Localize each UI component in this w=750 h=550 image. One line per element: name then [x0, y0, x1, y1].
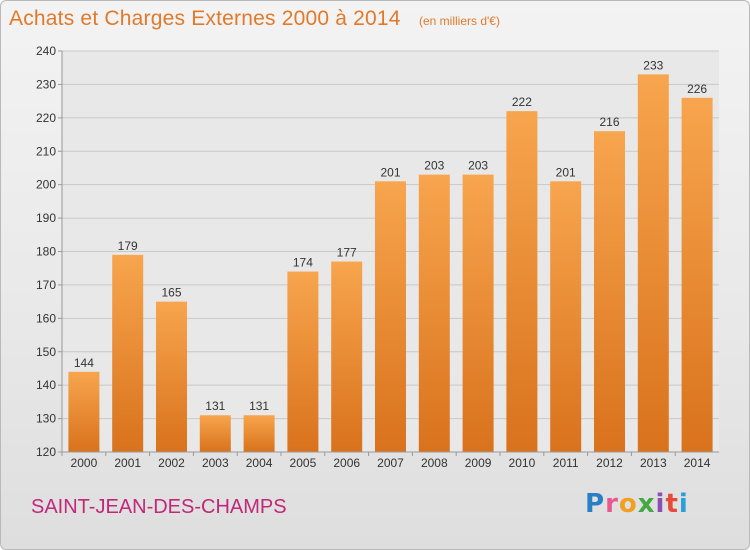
bar-value-label: 203	[424, 159, 444, 173]
bar-2004	[243, 415, 275, 452]
logo-letter: i	[655, 489, 666, 519]
bar-value-label: 177	[337, 246, 357, 260]
x-tick-label: 2009	[465, 456, 492, 470]
bar-value-label: 233	[643, 58, 663, 72]
x-tick-label: 2004	[246, 456, 273, 470]
bar-value-label: 179	[118, 239, 138, 253]
bar-value-label: 174	[293, 256, 313, 270]
x-tick-label: 2001	[114, 456, 141, 470]
y-tick-label: 130	[36, 412, 56, 426]
y-tick-label: 180	[36, 245, 56, 259]
bar-2005	[287, 271, 319, 452]
bar-2002	[156, 301, 187, 452]
x-tick-label: 2000	[71, 456, 98, 470]
bar-2006	[331, 261, 363, 452]
logo-letter: t	[665, 489, 679, 519]
bar-value-label: 131	[249, 399, 269, 413]
y-tick-label: 220	[36, 111, 56, 125]
y-tick-label: 120	[36, 445, 56, 459]
bar-2008	[418, 174, 450, 452]
y-tick-label: 140	[36, 378, 56, 392]
x-tick-label: 2005	[290, 456, 317, 470]
y-tick-label: 150	[36, 345, 56, 359]
bar-2014	[681, 97, 713, 453]
bar-2000	[68, 371, 100, 452]
proxiti-logo: Proxiti	[585, 489, 689, 519]
x-axis: 2000 2001 2002 2003 2004 2005 2006 2007 2008 2009…	[61, 452, 711, 470]
bars: 144 179 165 131 131 174 177 201 203 203 222 201 216 2…	[68, 58, 713, 453]
bar-2001	[112, 254, 144, 452]
bar-2013	[637, 74, 669, 453]
x-tick-label: 2007	[377, 456, 404, 470]
y-tick-label: 230	[36, 77, 56, 91]
y-tick-label: 170	[36, 278, 56, 292]
bar-2010	[506, 111, 538, 453]
y-tick-label: 210	[36, 144, 56, 158]
y-axis: 120 130 140 150 160 170 180 190 200 210 220 230 240	[36, 44, 62, 459]
bar-value-label: 201	[556, 165, 576, 179]
x-tick-label: 2014	[684, 456, 711, 470]
logo-letter: P	[585, 489, 606, 519]
commune-name: SAINT-JEAN-DES-CHAMPS	[31, 496, 287, 518]
bar-value-label: 226	[687, 82, 707, 96]
y-tick-label: 190	[36, 211, 56, 225]
x-tick-label: 2008	[421, 456, 448, 470]
logo-letter: o	[618, 489, 638, 519]
x-tick-label: 2013	[640, 456, 667, 470]
x-tick-label: 2006	[333, 456, 360, 470]
bar-value-label: 144	[74, 356, 94, 370]
chart-subtitle: (en milliers d'€)	[419, 14, 500, 28]
bar-value-label: 216	[599, 115, 619, 129]
x-tick-label: 2011	[553, 456, 579, 470]
bar-2009	[462, 174, 494, 452]
logo-letter: x	[637, 489, 656, 519]
bar-2007	[375, 181, 406, 452]
bar-value-label: 222	[512, 95, 532, 109]
y-tick-label: 200	[36, 178, 56, 192]
x-tick-label: 2012	[596, 456, 623, 470]
chart-title: Achats et Charges Externes 2000 à 2014	[9, 7, 401, 30]
logo-letter: r	[605, 489, 619, 519]
x-tick-label: 2010	[509, 456, 536, 470]
bar-2003	[199, 415, 231, 452]
x-tick-label: 2003	[202, 456, 229, 470]
y-tick-label: 160	[36, 311, 56, 325]
bar-2011	[550, 181, 582, 452]
bar-value-label: 201	[380, 165, 400, 179]
bar-2012	[594, 131, 625, 452]
bar-value-label: 131	[205, 399, 225, 413]
x-tick-label: 2002	[158, 456, 185, 470]
bar-value-label: 165	[161, 286, 181, 300]
y-tick-label: 240	[36, 44, 56, 58]
logo-letter: i	[678, 489, 689, 519]
bar-value-label: 203	[468, 159, 488, 173]
